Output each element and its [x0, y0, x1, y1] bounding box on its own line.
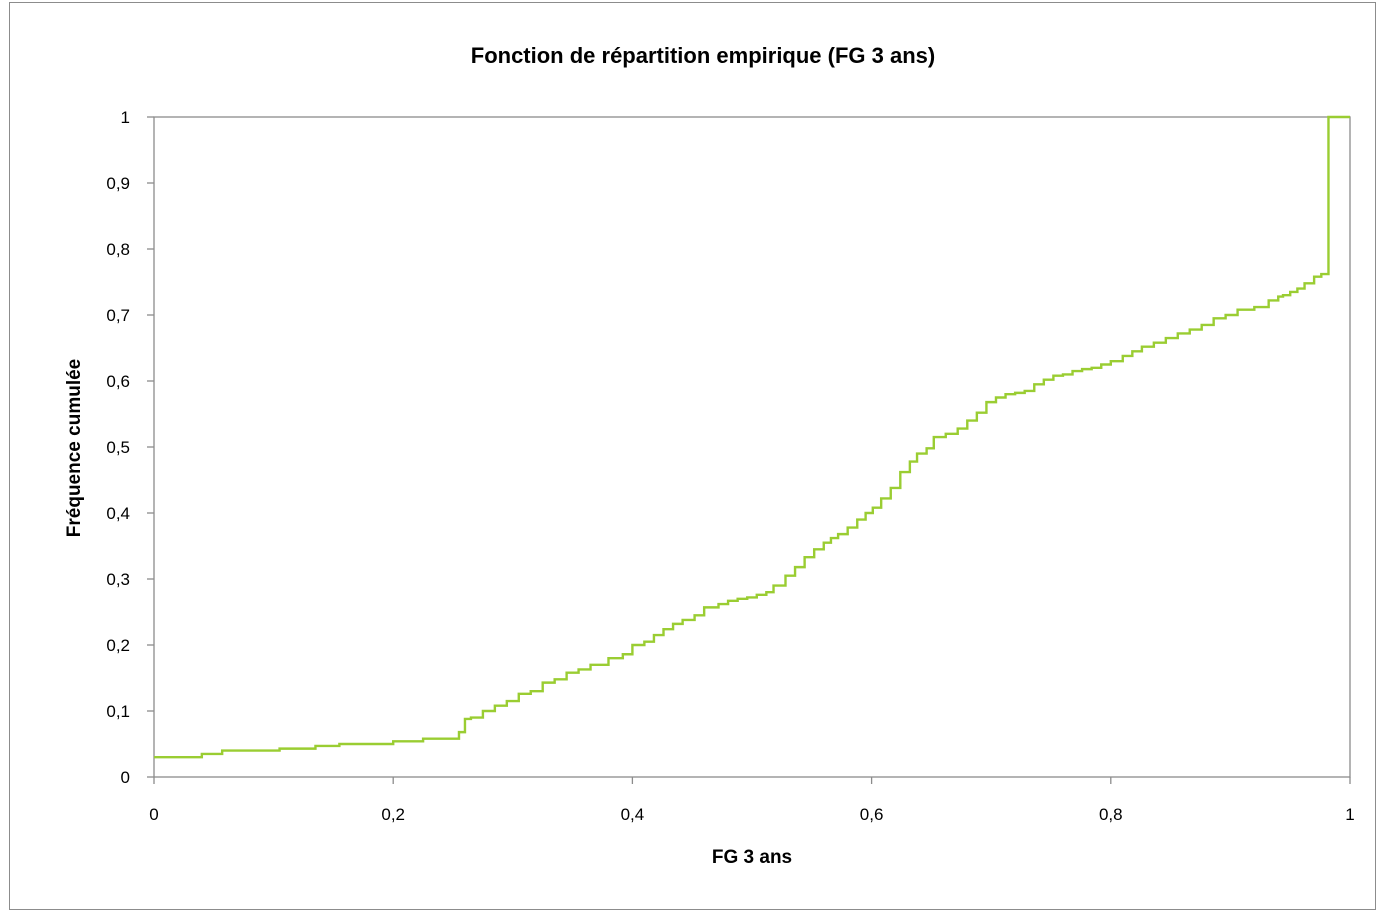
- x-tick-label: 0: [149, 805, 158, 824]
- y-tick-label: 0,1: [106, 702, 130, 721]
- y-tick-label: 0,3: [106, 570, 130, 589]
- x-tick-label: 0,6: [860, 805, 884, 824]
- y-tick-label: 0,2: [106, 636, 130, 655]
- y-tick-label: 0,6: [106, 372, 130, 391]
- y-axis-title: Fréquence cumulée: [64, 359, 85, 537]
- y-tick-label: 0,5: [106, 438, 130, 457]
- series-group: [154, 115, 1350, 759]
- x-tick-label: 0,4: [621, 805, 645, 824]
- x-tick-label: 0,8: [1099, 805, 1123, 824]
- axis-ticks: 0 0,1 0,2 0,3 0,4 0,5 0,6 0,7 0,8 0,9 1 0 0,2 0,4 0,6 0…: [106, 108, 1354, 824]
- y-tick-label: 0,7: [106, 306, 130, 325]
- plot-area: [153, 116, 1351, 778]
- y-tick-label: 1: [121, 108, 130, 127]
- ecdf-step-line: [154, 115, 1350, 759]
- chart-frame: [9, 2, 1376, 910]
- chart-title: Fonction de répartition empirique (FG 3 …: [471, 43, 935, 68]
- y-tick-label: 0,4: [106, 504, 130, 523]
- y-tick-label: 0,8: [106, 240, 130, 259]
- x-axis-title: FG 3 ans: [712, 847, 792, 868]
- x-tick-label: 1: [1345, 805, 1354, 824]
- x-tick-label: 0,2: [381, 805, 405, 824]
- y-tick-label: 0,9: [106, 174, 130, 193]
- y-tick-label: 0: [121, 768, 130, 787]
